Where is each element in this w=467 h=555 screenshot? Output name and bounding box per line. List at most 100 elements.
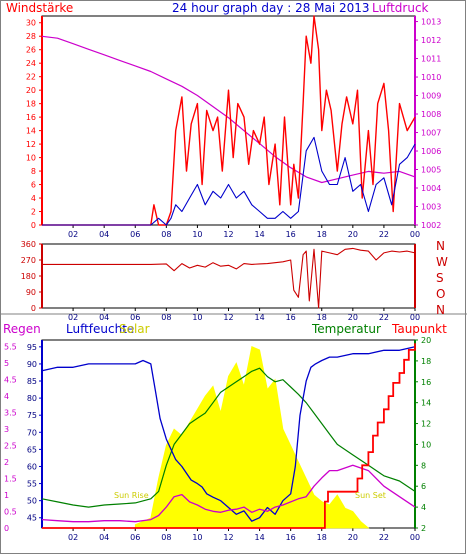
temp-y-tick-label: 14 xyxy=(421,399,431,408)
humidity-y-tick-label: 50 xyxy=(27,497,37,506)
direction-x-tick-label: 18 xyxy=(317,313,327,322)
wind-label: Windstärke xyxy=(6,1,73,15)
humidity-y-tick-label: 85 xyxy=(27,377,37,386)
direction-y-tick-label: 180 xyxy=(21,272,36,281)
wind-y-tick-label: 16 xyxy=(26,113,36,122)
solar-area xyxy=(134,346,370,529)
temp-y-tick-label: 2 xyxy=(421,524,426,533)
humidity-x-tick-label: 22 xyxy=(379,533,389,542)
wind-x-tick-label: 04 xyxy=(99,230,109,239)
compass-letter: N xyxy=(436,303,445,317)
temp-y-tick-label: 18 xyxy=(421,357,431,366)
humidity-y-tick-label: 65 xyxy=(27,445,37,454)
humidity-x-tick-label: 20 xyxy=(348,533,358,542)
wind-x-tick-label: 16 xyxy=(286,230,296,239)
wind-x-tick-label: 10 xyxy=(192,230,202,239)
sunrise-label: Sun Rise xyxy=(114,491,149,500)
wind-y-tick-label: 20 xyxy=(26,86,36,95)
rain-label: Regen xyxy=(3,322,41,336)
direction-x-tick-label: 10 xyxy=(192,313,202,322)
chart-title: 24 hour graph day : 28 Mai 2013 xyxy=(172,1,370,15)
humidity-label: Luftfeuchte xyxy=(66,322,134,336)
direction-plot-area xyxy=(41,243,416,309)
pressure-line xyxy=(41,35,416,184)
wind-y-tick-label: 22 xyxy=(26,73,36,82)
direction-x-tick-label: 02 xyxy=(68,313,78,322)
direction-x-tick-label: 12 xyxy=(223,313,233,322)
direction-x-tick-label: 00 xyxy=(410,313,420,322)
pressure-y-tick-label: 1011 xyxy=(421,55,441,64)
compass-letter: O xyxy=(436,287,445,301)
rain-y-tick-label: 2 xyxy=(4,458,9,467)
wind-y-tick-label: 8 xyxy=(31,167,36,176)
pressure-y-tick-label: 1013 xyxy=(421,18,441,27)
direction-y-tick-label: 360 xyxy=(21,240,36,249)
humidity-x-tick-label: 08 xyxy=(161,533,171,542)
pressure-y-tick-label: 1008 xyxy=(421,110,441,119)
humidity-x-tick-label: 16 xyxy=(286,533,296,542)
compass-letter: W xyxy=(436,255,448,269)
humidity-x-tick-label: 02 xyxy=(68,533,78,542)
direction-x-tick-label: 20 xyxy=(348,313,358,322)
humidity-x-tick-label: 06 xyxy=(130,533,140,542)
dewpoint-line xyxy=(41,464,416,523)
rain-y-tick-label: 1 xyxy=(4,491,9,500)
compass-letter: N xyxy=(436,239,445,253)
wind-y-tick-label: 10 xyxy=(26,154,36,163)
humidity-line xyxy=(41,346,416,522)
rain-y-tick-label: 0.5 xyxy=(4,508,17,517)
rain-y-tick-label: 2.5 xyxy=(4,442,17,451)
direction-x-tick-label: 14 xyxy=(254,313,264,322)
humidity-x-tick-label: 00 xyxy=(410,533,420,542)
temp-y-tick-label: 16 xyxy=(421,378,431,387)
wind-y-tick-label: 18 xyxy=(26,100,36,109)
humidity-y-tick-label: 95 xyxy=(27,343,37,352)
wind-x-tick-label: 14 xyxy=(254,230,264,239)
dewpoint-label: Taupunkt xyxy=(391,322,447,336)
wind-y-tick-label: 2 xyxy=(31,208,36,217)
wind-gust-line xyxy=(42,15,416,226)
pressure-y-tick-label: 1012 xyxy=(421,36,441,45)
wind-x-tick-label: 22 xyxy=(379,230,389,239)
humidity-y-tick-label: 45 xyxy=(27,514,37,523)
wind-x-tick-label: 20 xyxy=(348,230,358,239)
temp-y-tick-label: 10 xyxy=(421,440,431,449)
rain-total-line xyxy=(42,343,416,529)
humidity-x-tick-label: 18 xyxy=(317,533,327,542)
pressure-y-tick-label: 1004 xyxy=(421,184,441,193)
pressure-y-tick-label: 1005 xyxy=(421,166,441,175)
wind-y-tick-label: 6 xyxy=(31,181,36,190)
temperature-label: Temperatur xyxy=(311,322,381,336)
rain-y-tick-label: 0 xyxy=(4,524,9,533)
temp-y-tick-label: 4 xyxy=(421,503,426,512)
wind-panel: 0246810121416182022242628301002100310041… xyxy=(26,15,441,239)
direction-y-tick-label: 0 xyxy=(31,304,36,313)
rain-y-tick-label: 3 xyxy=(4,425,9,434)
rain-y-tick-label: 4.5 xyxy=(4,376,17,385)
solar-label: Solar xyxy=(119,322,150,336)
direction-panel: 0 90 180 270 360 02 04 06 08 10 12 14 16 18 20 22 00 xyxy=(21,240,420,322)
rain-y-tick-label: 5.5 xyxy=(4,343,17,352)
humidity-x-tick-label: 14 xyxy=(254,533,264,542)
wind-x-tick-label: 02 xyxy=(68,230,78,239)
wind-y-tick-label: 4 xyxy=(31,194,36,203)
humidity-y-tick-label: 70 xyxy=(27,428,37,437)
pressure-y-tick-label: 1007 xyxy=(421,129,441,138)
wind-y-tick-label: 26 xyxy=(26,46,36,55)
wind-x-tick-label: 08 xyxy=(161,230,171,239)
humidity-x-tick-label: 04 xyxy=(99,533,109,542)
wind-y-tick-label: 28 xyxy=(26,32,36,41)
pressure-label: Luftdruck xyxy=(372,1,429,15)
wind-y-tick-label: 0 xyxy=(31,221,36,230)
rain-y-tick-label: 3.5 xyxy=(4,409,17,418)
wind-y-tick-label: 30 xyxy=(26,19,36,28)
wind-direction-line xyxy=(42,247,416,309)
wind-average-line xyxy=(42,136,416,226)
rain-y-tick-label: 1.5 xyxy=(4,475,17,484)
temp-y-tick-label: 6 xyxy=(421,482,426,491)
humidity-x-tick-label: 10 xyxy=(192,533,202,542)
humidity-y-tick-label: 55 xyxy=(27,480,37,489)
